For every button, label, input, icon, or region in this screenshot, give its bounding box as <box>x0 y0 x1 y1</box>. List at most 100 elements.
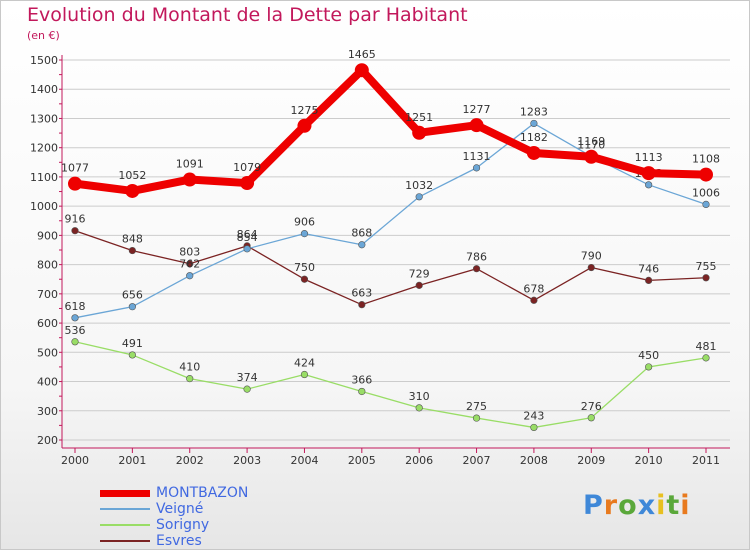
data-point <box>469 118 484 133</box>
data-point <box>128 303 136 311</box>
x-tick-label: 2000 <box>61 454 89 467</box>
data-label: 366 <box>351 373 372 386</box>
data-label: 1079 <box>233 161 261 174</box>
legend-swatch <box>100 524 150 526</box>
data-point <box>300 230 309 238</box>
data-label: 243 <box>523 409 544 422</box>
x-tick-label: 2003 <box>233 454 261 467</box>
data-point <box>645 363 653 371</box>
data-label: 762 <box>179 258 200 271</box>
data-label: 275 <box>466 400 487 413</box>
data-point <box>186 272 194 280</box>
legend-swatch <box>100 540 150 542</box>
legend-label: Sorigny <box>156 517 210 533</box>
chart-subtitle: (en €) <box>27 29 60 42</box>
data-point <box>641 166 656 181</box>
data-label: 1251 <box>405 111 433 124</box>
data-label: 803 <box>179 246 200 259</box>
data-point <box>186 375 194 383</box>
data-label: 1052 <box>118 169 146 182</box>
data-label: 906 <box>294 216 315 229</box>
x-tick-label: 2002 <box>176 454 204 467</box>
legend-label: MONTBAZON <box>156 485 249 501</box>
data-point <box>358 387 366 396</box>
x-tick-label: 2007 <box>463 454 491 467</box>
data-point <box>71 314 79 322</box>
data-point <box>472 414 481 422</box>
data-label: 790 <box>581 250 602 263</box>
x-tick-label: 2001 <box>118 454 146 467</box>
data-label: 1275 <box>290 104 318 117</box>
data-label: 1032 <box>405 179 433 192</box>
x-tick-label: 2009 <box>577 454 605 467</box>
chart-title: Evolution du Montant de la Dette par Hab… <box>27 4 468 26</box>
data-point <box>182 172 197 187</box>
data-point <box>412 125 427 140</box>
data-point <box>645 181 653 189</box>
y-tick-label: 1300 <box>30 112 58 125</box>
data-label: 410 <box>179 361 200 374</box>
data-point <box>243 385 251 393</box>
data-label: 1277 <box>463 103 491 116</box>
data-point <box>584 149 599 164</box>
data-point <box>354 63 369 78</box>
data-label: 491 <box>122 337 143 350</box>
legend-swatch <box>100 489 150 497</box>
data-label: 848 <box>122 233 143 246</box>
x-tick-label: 2005 <box>348 454 376 467</box>
data-point <box>645 276 653 285</box>
data-label: 1169 <box>577 135 605 148</box>
data-label: 374 <box>237 371 258 384</box>
data-point <box>125 183 140 198</box>
data-point <box>415 404 423 412</box>
data-label: 1170 <box>577 138 605 151</box>
data-point <box>68 176 82 191</box>
data-label: 868 <box>351 227 372 240</box>
y-tick-label: 700 <box>37 288 58 301</box>
y-tick-label: 1000 <box>30 200 58 213</box>
x-tick-label: 2006 <box>405 454 433 467</box>
data-label: 786 <box>466 251 487 264</box>
y-tick-label: 300 <box>37 405 58 418</box>
x-tick-label: 2010 <box>635 454 663 467</box>
data-label: 1091 <box>176 158 204 171</box>
x-tick-label: 2004 <box>290 454 318 467</box>
x-tick-label: 2008 <box>520 454 548 467</box>
legend-item: Sorigny <box>100 517 209 533</box>
data-label: 1108 <box>692 153 720 166</box>
y-tick-label: 200 <box>37 434 58 447</box>
data-point <box>240 176 255 191</box>
data-label: 536 <box>65 324 86 337</box>
data-point <box>526 145 541 160</box>
data-point <box>530 423 538 432</box>
legend-label: Esvres <box>156 533 202 549</box>
y-tick-label: 1100 <box>30 171 58 184</box>
y-tick-label: 1500 <box>30 54 58 67</box>
y-tick-label: 600 <box>37 317 58 330</box>
data-point <box>702 354 710 362</box>
data-point <box>358 301 366 309</box>
data-label: 1182 <box>520 131 548 144</box>
data-label: 1113 <box>635 151 663 164</box>
y-tick-label: 1400 <box>30 83 58 96</box>
data-label: 424 <box>294 357 315 370</box>
data-label: 750 <box>294 261 315 274</box>
data-point <box>530 296 538 304</box>
legend-item: MONTBAZON <box>100 485 248 501</box>
series-line-sorigny <box>74 341 707 429</box>
data-point <box>587 263 595 272</box>
data-label: 1283 <box>520 105 548 118</box>
series-line-montbazon <box>74 66 707 195</box>
data-label: 755 <box>696 260 717 273</box>
data-point <box>186 260 194 268</box>
data-point <box>128 351 136 359</box>
data-point <box>472 265 481 273</box>
data-label: 1006 <box>692 186 720 199</box>
data-label: 310 <box>409 390 430 403</box>
data-point <box>587 414 595 422</box>
data-label: 729 <box>409 267 430 280</box>
data-label: 746 <box>638 262 659 275</box>
legend-item: Esvres <box>100 533 202 549</box>
data-point <box>415 193 423 201</box>
legend-item: Veigné <box>100 501 203 517</box>
